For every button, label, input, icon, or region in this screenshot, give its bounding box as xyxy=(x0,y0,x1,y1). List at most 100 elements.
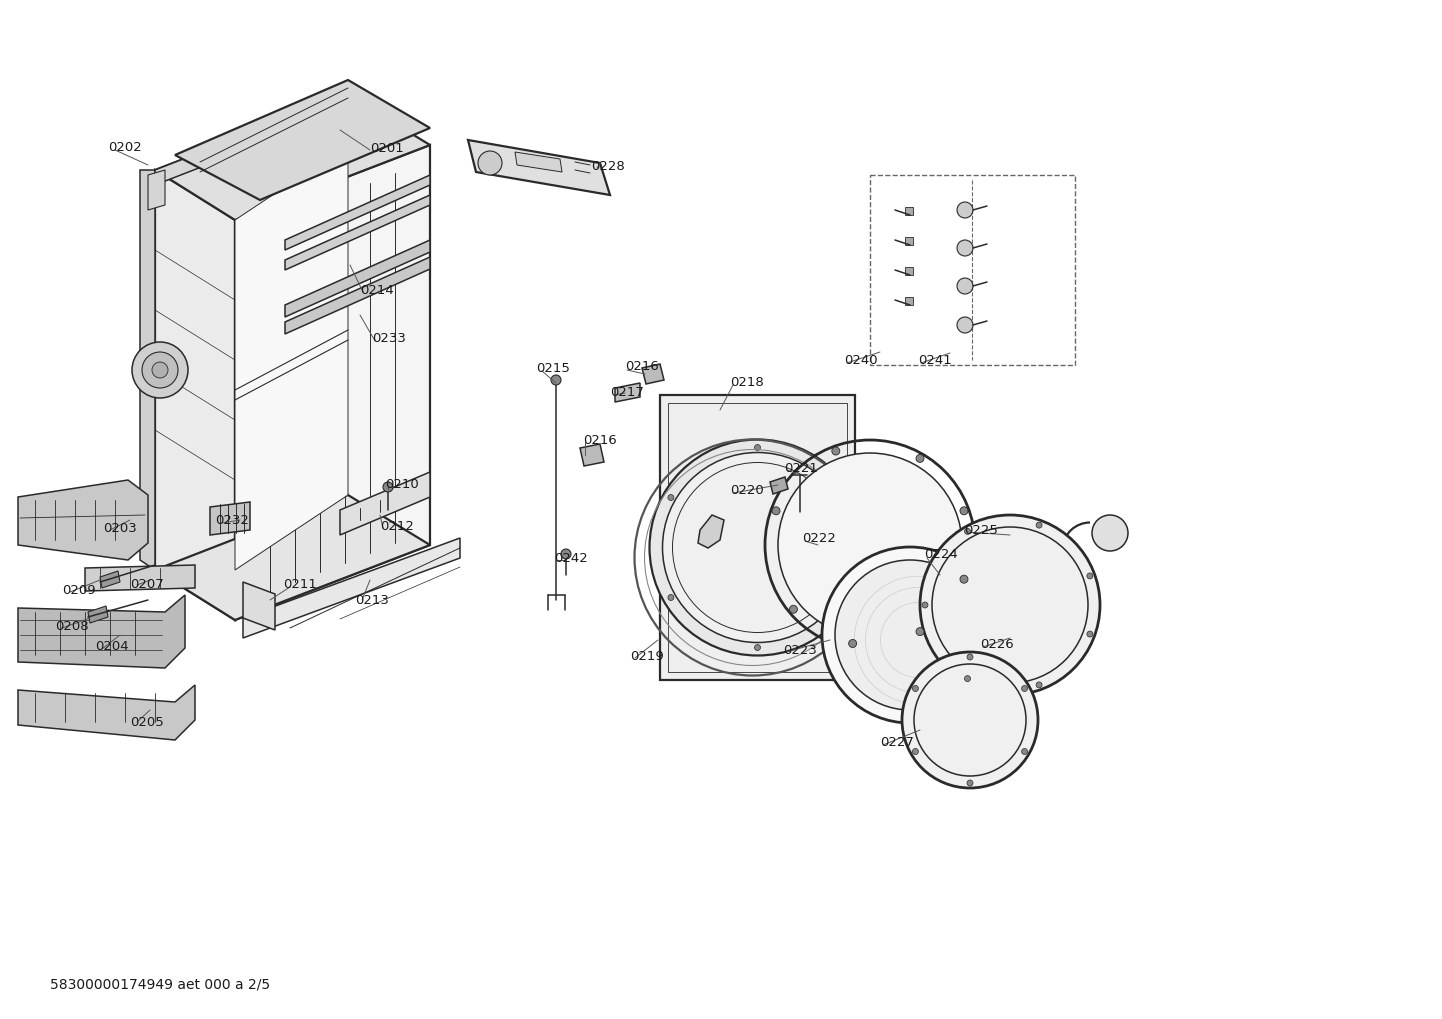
Text: 0217: 0217 xyxy=(610,386,645,399)
Circle shape xyxy=(133,342,187,398)
Polygon shape xyxy=(642,364,663,384)
Bar xyxy=(906,207,913,215)
Bar xyxy=(906,297,913,305)
Polygon shape xyxy=(515,152,562,172)
Text: 0223: 0223 xyxy=(783,644,816,657)
Circle shape xyxy=(920,515,1100,695)
Circle shape xyxy=(968,654,973,660)
Circle shape xyxy=(1087,631,1093,637)
Polygon shape xyxy=(17,480,149,560)
Circle shape xyxy=(1087,573,1093,579)
Polygon shape xyxy=(140,170,154,570)
Circle shape xyxy=(141,352,177,388)
Polygon shape xyxy=(698,515,724,548)
Polygon shape xyxy=(286,240,430,317)
Polygon shape xyxy=(99,571,120,588)
Circle shape xyxy=(1035,522,1043,528)
Text: 0227: 0227 xyxy=(880,737,914,750)
Text: 0222: 0222 xyxy=(802,533,836,545)
Circle shape xyxy=(913,749,919,754)
Text: 0240: 0240 xyxy=(844,355,878,368)
Polygon shape xyxy=(244,582,275,630)
Polygon shape xyxy=(580,444,604,466)
Text: 0220: 0220 xyxy=(730,484,764,497)
Circle shape xyxy=(916,454,924,463)
Circle shape xyxy=(771,506,780,515)
Text: 0221: 0221 xyxy=(784,462,818,475)
Text: 0228: 0228 xyxy=(591,160,624,172)
Circle shape xyxy=(960,575,968,583)
Circle shape xyxy=(668,494,673,500)
Bar xyxy=(660,395,855,680)
Text: 0215: 0215 xyxy=(536,363,570,375)
Circle shape xyxy=(921,602,929,608)
Polygon shape xyxy=(286,195,430,270)
Text: 0201: 0201 xyxy=(371,142,404,155)
Circle shape xyxy=(1092,515,1128,551)
Text: 0207: 0207 xyxy=(130,578,164,590)
Text: 0210: 0210 xyxy=(385,478,418,490)
Circle shape xyxy=(841,594,846,600)
Circle shape xyxy=(903,652,1038,788)
Circle shape xyxy=(1035,682,1043,688)
Text: 0216: 0216 xyxy=(624,361,659,374)
Text: 0214: 0214 xyxy=(360,283,394,297)
Polygon shape xyxy=(235,145,430,620)
Polygon shape xyxy=(154,95,430,220)
Circle shape xyxy=(916,628,924,636)
Polygon shape xyxy=(154,495,430,620)
Polygon shape xyxy=(154,95,348,185)
Circle shape xyxy=(913,686,919,692)
Circle shape xyxy=(477,151,502,175)
Polygon shape xyxy=(154,170,235,620)
Text: 0233: 0233 xyxy=(372,332,405,345)
Circle shape xyxy=(822,547,998,723)
Circle shape xyxy=(551,375,561,385)
Polygon shape xyxy=(211,502,249,535)
Polygon shape xyxy=(85,565,195,591)
Circle shape xyxy=(151,362,169,378)
Text: 0226: 0226 xyxy=(981,639,1014,651)
Circle shape xyxy=(841,494,846,500)
Text: 0204: 0204 xyxy=(95,641,128,653)
Polygon shape xyxy=(17,595,185,668)
Circle shape xyxy=(754,644,760,650)
Text: 0232: 0232 xyxy=(215,515,249,528)
Circle shape xyxy=(649,439,865,655)
Circle shape xyxy=(384,482,394,492)
Circle shape xyxy=(789,605,797,613)
Circle shape xyxy=(662,452,852,643)
Circle shape xyxy=(965,529,970,534)
Polygon shape xyxy=(340,472,430,535)
Circle shape xyxy=(957,278,973,294)
Polygon shape xyxy=(244,538,460,638)
Text: 0208: 0208 xyxy=(55,620,88,633)
Text: 0224: 0224 xyxy=(924,548,957,561)
Polygon shape xyxy=(770,477,787,494)
Text: 0241: 0241 xyxy=(919,355,952,368)
Circle shape xyxy=(1021,686,1028,692)
Text: 0242: 0242 xyxy=(554,551,588,565)
Polygon shape xyxy=(174,81,430,200)
Polygon shape xyxy=(235,145,348,570)
Circle shape xyxy=(561,549,571,559)
Polygon shape xyxy=(286,175,430,250)
Circle shape xyxy=(957,240,973,256)
Text: 58300000174949 aet 000 a 2/5: 58300000174949 aet 000 a 2/5 xyxy=(50,978,270,993)
Polygon shape xyxy=(286,257,430,334)
Text: 0225: 0225 xyxy=(965,524,998,536)
Text: 0211: 0211 xyxy=(283,579,317,591)
Text: 0213: 0213 xyxy=(355,593,389,606)
Text: 0216: 0216 xyxy=(583,433,617,446)
Text: 0203: 0203 xyxy=(102,523,137,536)
Circle shape xyxy=(754,444,760,450)
Bar xyxy=(870,175,1074,365)
Circle shape xyxy=(849,640,857,647)
Text: 0205: 0205 xyxy=(130,715,164,729)
Text: 0202: 0202 xyxy=(108,141,141,154)
Text: 0219: 0219 xyxy=(630,650,663,663)
Circle shape xyxy=(835,560,985,710)
Bar xyxy=(906,267,913,275)
Circle shape xyxy=(965,676,970,682)
Circle shape xyxy=(957,202,973,218)
